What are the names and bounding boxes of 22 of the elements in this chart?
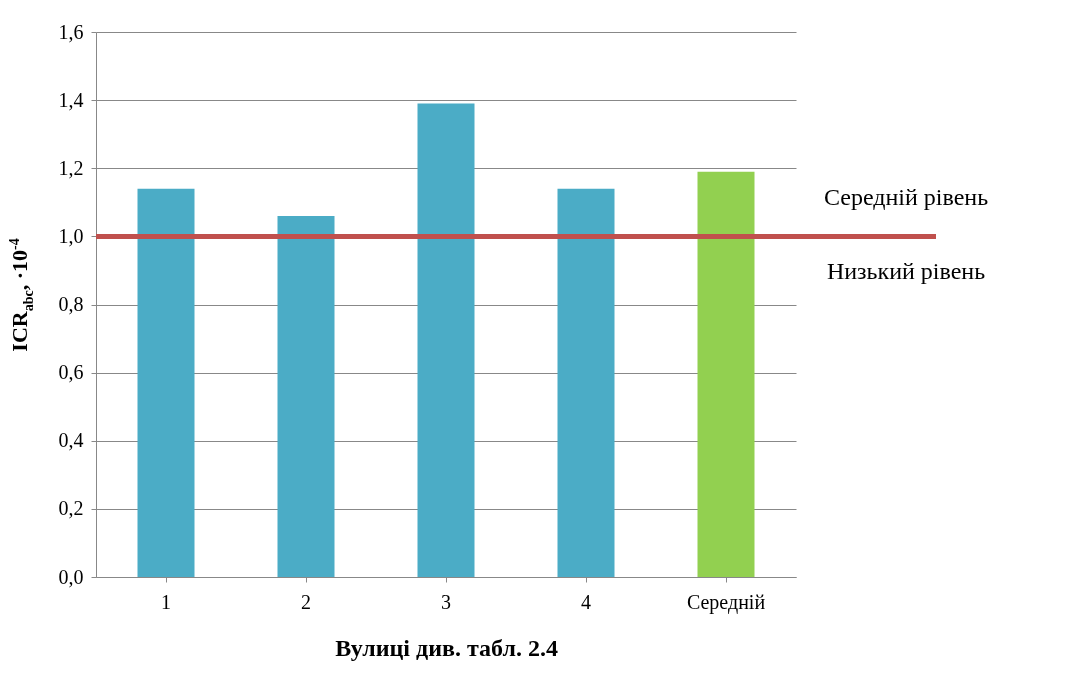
y-tick-label: 0,4: [58, 429, 84, 452]
y-tick-label: 1,6: [58, 20, 84, 43]
x-tick-label: 2: [301, 590, 311, 613]
x-tick-label: 1: [161, 590, 171, 613]
text: Низький рівень: [826, 258, 986, 285]
bar: [277, 215, 335, 577]
y-tick-label: 1,4: [58, 88, 84, 111]
y-tick-label: 1,2: [58, 156, 84, 179]
y-tick-label: 0,0: [58, 565, 84, 588]
y-tick-label: 0,2: [58, 497, 84, 520]
x-axis-title: Вулиці див. табл. 2.4: [335, 634, 558, 661]
x-tick-label: Середній: [686, 590, 766, 614]
y-tick-label: 0,6: [58, 361, 84, 384]
bar: [557, 188, 615, 577]
bar: [417, 103, 475, 577]
bar: [137, 188, 195, 577]
y-tick-label: 0,8: [58, 293, 84, 315]
x-tick-label: 3: [441, 590, 451, 613]
y-tick-label: 1,0: [58, 224, 84, 247]
text: Середній рівень: [823, 184, 989, 211]
x-tick-label: 4: [581, 590, 591, 613]
bar: [697, 171, 755, 577]
